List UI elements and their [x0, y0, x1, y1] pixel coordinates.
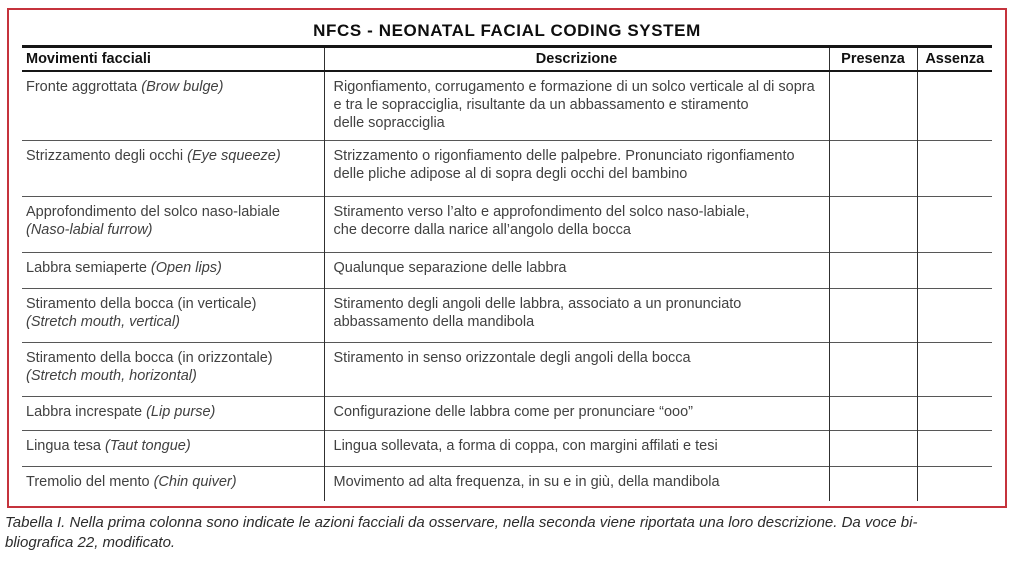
movement-cell: Tremolio del mento (Chin quiver) — [22, 466, 324, 501]
movement-label-english: (Taut tongue) — [104, 438, 191, 454]
presenza-cell — [828, 396, 917, 431]
description-cell: Strizzamento o rigonfiamento delle palpe… — [323, 140, 829, 197]
table-header: Movimenti facciali Descrizione Presenza … — [22, 46, 992, 72]
movement-label-english: (Stretch mouth, vertical) — [26, 314, 180, 330]
col-header-assenza: Assenza — [916, 46, 992, 72]
table-row: Labbra semiaperte (Open lips) Qualunque s… — [22, 252, 992, 289]
description-cell: Configurazione delle labbra come per pro… — [323, 396, 829, 431]
movement-label-english: (Open lips) — [150, 260, 222, 276]
presenza-cell — [828, 140, 917, 197]
description-cell: Movimento ad alta frequenza, in su e in … — [323, 466, 829, 501]
presenza-cell — [828, 466, 917, 501]
table-row: Approfondimento del solco naso-labiale (N… — [22, 196, 992, 253]
table-row: Tremolio del mento (Chin quiver) Moviment… — [22, 466, 992, 501]
movement-label-english: (Eye squeeze) — [187, 148, 281, 164]
col-header-movimenti-facciali: Movimenti facciali — [22, 46, 324, 72]
presenza-cell — [828, 288, 917, 343]
assenza-cell — [916, 430, 992, 467]
assenza-cell — [916, 140, 992, 197]
presenza-cell — [828, 196, 917, 253]
assenza-cell — [916, 342, 992, 397]
movement-cell: Strizzamento degli occhi (Eye squeeze) — [22, 140, 324, 197]
col-header-presenza: Presenza — [828, 46, 917, 72]
movement-cell: Stiramento della bocca (in verticale) (St… — [22, 288, 324, 343]
movement-cell: Fronte aggrottata (Brow bulge) — [22, 71, 324, 141]
movement-label-italian: Stiramento della bocca (in orizzontale) — [26, 350, 273, 366]
table-row: Labbra increspate (Lip purse) Configurazi… — [22, 396, 992, 431]
table-row: Fronte aggrottata (Brow bulge) Rigonfiame… — [22, 70, 992, 141]
movement-label-italian: Tremolio del mento — [26, 474, 150, 490]
movement-cell: Lingua tesa (Taut tongue) — [22, 430, 324, 467]
movement-cell: Labbra semiaperte (Open lips) — [22, 252, 324, 289]
movement-label-english: (Stretch mouth, horizontal) — [26, 368, 197, 384]
movement-label-english: (Naso-labial furrow) — [26, 222, 153, 238]
movement-label-english: (Brow bulge) — [141, 78, 224, 95]
presenza-cell — [828, 70, 917, 141]
movement-label-italian: Labbra semiaperte — [26, 260, 147, 276]
description-cell: Stiramento degli angoli delle labbra, as… — [323, 288, 829, 343]
table-row: Lingua tesa (Taut tongue) Lingua sollevat… — [22, 430, 992, 467]
description-cell: Rigonfiamento, corrugamento e formazione… — [323, 70, 829, 141]
table-row: Stiramento della bocca (in orizzontale) (… — [22, 342, 992, 397]
movement-label-italian: Approfondimento del solco naso-labiale — [26, 204, 280, 220]
assenza-cell — [916, 466, 992, 501]
table-body: Fronte aggrottata (Brow bulge) Rigonfiame… — [22, 70, 992, 501]
movement-label-italian: Labbra increspate — [26, 404, 143, 420]
movement-label-italian: Lingua tesa — [26, 438, 101, 454]
assenza-cell — [916, 196, 992, 253]
movement-label-english: (Chin quiver) — [153, 474, 237, 490]
assenza-cell — [916, 252, 992, 289]
assenza-cell — [916, 70, 992, 141]
col-header-descrizione: Descrizione — [323, 46, 829, 72]
presenza-cell — [828, 430, 917, 467]
movement-cell: Approfondimento del solco naso-labiale (N… — [22, 196, 324, 253]
assenza-cell — [916, 288, 992, 343]
movement-cell: Stiramento della bocca (in orizzontale) (… — [22, 342, 324, 397]
movement-label-english: (Lip purse) — [146, 404, 216, 420]
presenza-cell — [828, 252, 917, 289]
description-cell: Lingua sollevata, a forma di coppa, con … — [323, 430, 829, 467]
table-caption: Tabella I. Nella prima colonna sono indi… — [5, 514, 918, 551]
movement-label-italian: Stiramento della bocca (in verticale) — [26, 296, 257, 312]
description-cell: Stiramento in senso orizzontale degli an… — [323, 342, 829, 397]
description-cell: Stiramento verso l’alto e approfondiment… — [323, 196, 829, 253]
table-frame: NFCS - NEONATAL FACIAL CODING SYSTEM Mov… — [7, 8, 1007, 508]
table-title: NFCS - NEONATAL FACIAL CODING SYSTEM — [313, 21, 701, 40]
table-row: Stiramento della bocca (in verticale) (St… — [22, 288, 992, 343]
movement-label-italian: Fronte aggrottata — [26, 78, 138, 95]
assenza-cell — [916, 396, 992, 431]
description-cell: Qualunque separazione delle labbra — [323, 252, 829, 289]
nfcs-table: Movimenti facciali Descrizione Presenza … — [22, 45, 992, 501]
table-row: Strizzamento degli occhi (Eye squeeze) St… — [22, 140, 992, 197]
header-row: Movimenti facciali Descrizione Presenza … — [22, 46, 992, 72]
movement-label-italian: Strizzamento degli occhi — [26, 148, 184, 164]
movement-cell: Labbra increspate (Lip purse) — [22, 396, 324, 431]
presenza-cell — [828, 342, 917, 397]
